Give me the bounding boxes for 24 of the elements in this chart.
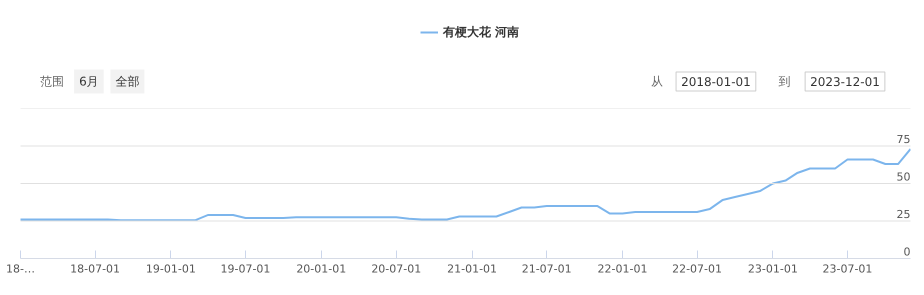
x-tick-label: 23-07-01 <box>822 262 872 276</box>
text: 2018-01-01 <box>681 75 751 89</box>
y-tick-label: 25 <box>896 208 911 221</box>
x-tick-label: 18-… <box>6 262 35 276</box>
x-tick-label: 20-07-01 <box>371 262 422 276</box>
y-tick-label: 0 <box>904 246 910 258</box>
y-tick-label: 75 <box>896 133 911 146</box>
x-tick-label: 23-01-01 <box>748 262 798 276</box>
y-tick-label: 50 <box>896 170 911 184</box>
x-tick-label: 21-07-01 <box>522 262 572 276</box>
text: 6月 <box>79 74 99 88</box>
text: 全部 <box>115 74 140 88</box>
x-tick-label: 18-07-01 <box>70 262 120 276</box>
x-tick-label: 20-01-01 <box>296 262 346 276</box>
x-tick-label: 22-01-01 <box>598 262 648 276</box>
text: 从 <box>651 74 664 88</box>
x-tick-label: 19-01-01 <box>146 262 196 276</box>
legend-label: 有梗大花 河南 <box>443 24 520 40</box>
x-tick-label: 22-07-01 <box>672 262 722 276</box>
x-tick-label: 19-07-01 <box>220 262 270 276</box>
text: 2023-12-01 <box>810 75 880 89</box>
text: 到 <box>778 74 790 88</box>
x-tick-label: 21-01-01 <box>447 262 498 276</box>
text: 范围 <box>40 74 64 88</box>
